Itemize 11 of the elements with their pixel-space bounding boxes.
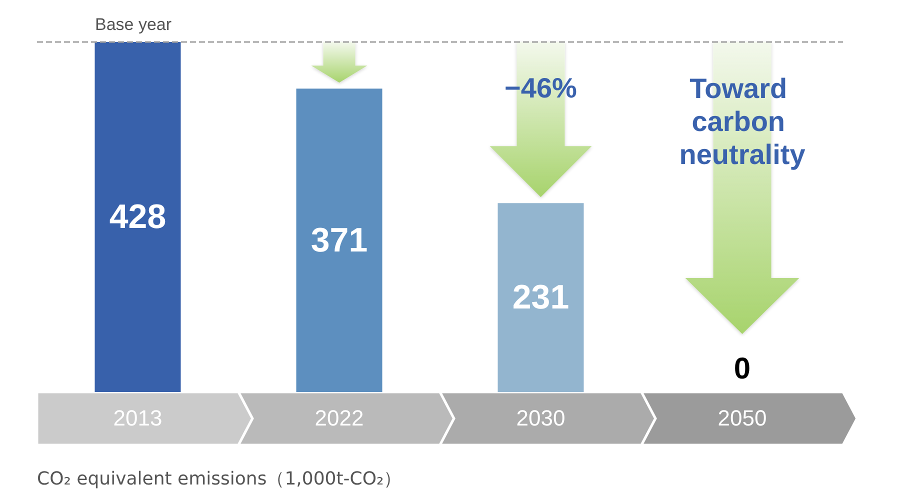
data-label: 0 — [734, 352, 751, 386]
annotation: Toward carbon neutrality — [679, 73, 806, 170]
data-label: 231 — [512, 278, 570, 317]
ref-line-label: Base year — [95, 15, 172, 34]
x-tick-label: 2050 — [718, 406, 767, 430]
text: CO₂ equivalent emissions（1,000t-CO₂） — [37, 468, 402, 490]
data-label: 428 — [109, 198, 166, 236]
x-tick-label: 2022 — [314, 406, 364, 430]
annotation: −46% — [504, 72, 578, 104]
data-label: 371 — [310, 221, 368, 260]
x-tick-label: 2030 — [516, 406, 566, 430]
